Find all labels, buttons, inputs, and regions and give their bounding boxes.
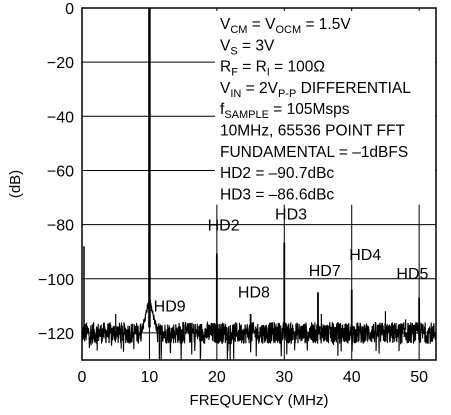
annotation-line: VIN = 2VP-P DIFFERENTIAL xyxy=(220,80,411,100)
annotation-line: HD3 = –86.6dBc xyxy=(220,186,334,203)
axis-ticks: 0 10 20 30 40 50 0 −20 −40 −60 −80 −100 −120 xyxy=(38,1,428,386)
plot-frame xyxy=(81,7,437,361)
annotation-line: fSAMPLE = 105Msps xyxy=(220,101,350,121)
peak-label-hd3: HD3 xyxy=(275,206,307,223)
x-tick-label: 40 xyxy=(343,369,361,386)
spectral-peaks xyxy=(115,8,421,331)
y-tick-label: −120 xyxy=(38,326,74,343)
annotation-background xyxy=(215,11,435,205)
peak-labels: HD2 HD3 HD4 HD5 HD7 HD8 HD9 xyxy=(154,206,429,315)
annotation-line: RF = RI = 100Ω xyxy=(220,59,325,79)
peak-label-hd4: HD4 xyxy=(349,247,381,264)
annotation-line: VS = 3V xyxy=(220,37,275,57)
y-tick-label: −80 xyxy=(47,218,74,235)
y-tick-label: 0 xyxy=(65,1,74,18)
x-tick-label: 30 xyxy=(275,369,293,386)
x-tick-label: 10 xyxy=(141,369,159,386)
y-tick-label: −60 xyxy=(47,163,74,180)
x-tick-label: 0 xyxy=(78,369,87,386)
y-tick-label: −40 xyxy=(47,109,74,126)
peak-label-hd5: HD5 xyxy=(396,266,428,283)
peak-label-hd8: HD8 xyxy=(238,285,270,302)
x-tick-label: 20 xyxy=(208,369,226,386)
x-axis-label: FREQUENCY (MHz) xyxy=(190,392,329,409)
y-axis-label: (dB) xyxy=(7,170,24,198)
peak-label-hd9: HD9 xyxy=(154,298,186,315)
noise-floor-trace xyxy=(81,246,437,361)
x-tick-label: 50 xyxy=(410,369,428,386)
noise-floor-line xyxy=(81,299,437,361)
peak-label-hd2: HD2 xyxy=(208,218,240,235)
y-tick-label: −20 xyxy=(47,55,74,72)
annotation-line: 10MHz, 65536 POINT FFT xyxy=(220,123,405,140)
peak-label-hd7: HD7 xyxy=(309,263,341,280)
y-tick-label: −100 xyxy=(38,272,74,289)
annotation-line: FUNDAMENTAL = –1dBFS xyxy=(220,144,408,161)
annotation-line: VCM = VOCM = 1.5V xyxy=(220,16,351,36)
annotation-line: HD2 = –90.7dBc xyxy=(220,165,334,182)
